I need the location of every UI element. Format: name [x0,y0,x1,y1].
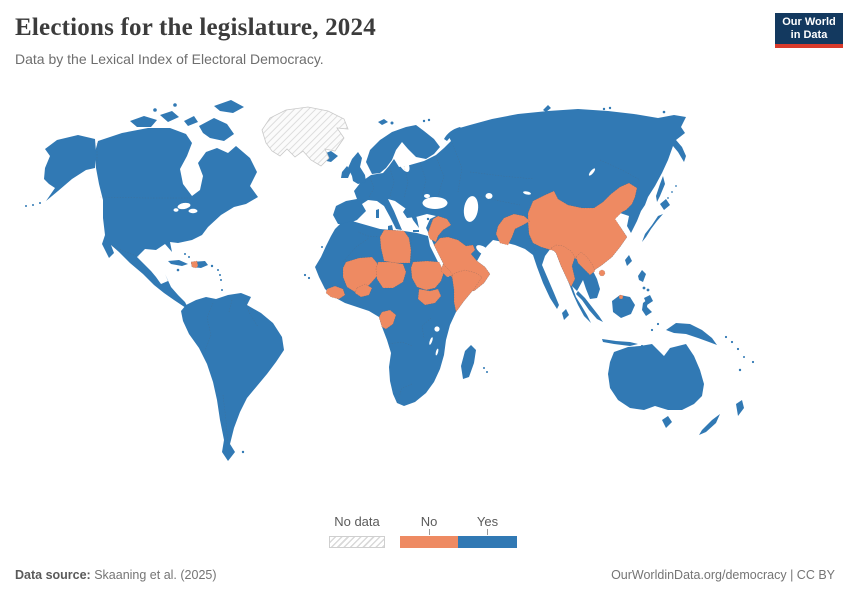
legend-swatch-yes[interactable] [458,536,517,548]
legend-item-no-data[interactable]: No data [329,514,385,548]
landmass-japan[interactable] [642,199,670,242]
country-laos[interactable] [575,251,596,276]
legend-item-no[interactable]: No [400,514,458,548]
landmass-novaya-zemlya[interactable] [444,127,462,141]
country-haiti[interactable] [190,260,199,269]
chart-header: Elections for the legislature, 2024 Data… [15,14,755,67]
landmass-sulawesi[interactable] [642,299,652,316]
country-greenland[interactable] [261,106,349,167]
country-somalia[interactable] [451,269,483,313]
legend-swatch-no[interactable] [400,536,458,548]
landmass-new-zealand[interactable] [699,400,744,435]
data-source-value: Skaaning et al. (2025) [90,568,217,582]
legend-label-no-data: No data [334,514,380,529]
landmass-philippines[interactable] [638,270,653,305]
chart-footer: Data source: Skaaning et al. (2025) OurW… [15,568,835,582]
landmass-australia[interactable] [608,344,704,410]
country-syria-jordan[interactable] [427,215,452,243]
data-source: Data source: Skaaning et al. (2025) [15,568,217,582]
landmass-borneo[interactable] [612,295,635,318]
landmass-ireland[interactable] [341,166,351,178]
landmass-arctic-islands[interactable] [130,100,244,141]
landmass-south-america[interactable] [181,293,284,461]
country-guinea[interactable] [325,285,346,300]
legend-item-yes[interactable]: Yes [458,514,517,548]
choropleth-svg[interactable] [0,88,850,520]
country-eritrea[interactable] [440,263,454,278]
owid-logo-text: Our World in Data [782,15,836,41]
country-borders [96,142,641,445]
country-burkina-faso[interactable] [354,283,373,298]
landmass-uk[interactable] [348,152,366,184]
small-islands [25,103,755,454]
legend-label-no: No [420,514,438,529]
landmass-sakhalin[interactable] [656,176,665,202]
landmass-scandinavia[interactable] [366,125,440,174]
landmass-taiwan[interactable] [625,255,632,266]
country-south-sudan[interactable] [417,288,442,306]
landmass-cuba[interactable] [168,260,188,266]
landmass-new-guinea[interactable] [666,323,717,345]
page-title: Elections for the legislature, 2024 [15,14,376,41]
country-hainan[interactable] [598,269,606,277]
landmass-java[interactable] [602,339,638,346]
legend-label-yes: Yes [476,514,499,529]
landmass-tasmania[interactable] [662,416,672,428]
landmass-sumatra[interactable] [576,291,603,322]
country-gabon[interactable] [378,309,397,330]
landmass-madagascar[interactable] [461,345,476,379]
world-map[interactable] [0,88,850,520]
no-countries [190,182,638,330]
country-afghanistan[interactable] [495,213,531,246]
country-libya[interactable] [379,229,412,264]
data-source-label: Data source: [15,568,91,582]
owid-logo[interactable]: Our World in Data [775,13,843,48]
country-mali[interactable] [342,256,379,293]
page-subtitle: Data by the Lexical Index of Electoral D… [15,51,324,67]
landmass-north-america[interactable] [95,128,258,310]
credit-line[interactable]: OurWorldinData.org/democracy | CC BY [611,568,835,582]
map-legend: No data No Yes [0,514,850,554]
legend-tick [428,529,430,535]
country-myanmar[interactable] [550,244,576,288]
country-niger[interactable] [375,261,407,289]
country-sudan[interactable] [410,260,445,291]
legend-swatch-no-data[interactable] [329,536,385,548]
country-brunei[interactable] [618,294,624,300]
inland-seas [173,152,596,356]
landmass-sri-lanka[interactable] [562,309,569,320]
legend-tick [487,529,488,535]
landmass-alaska[interactable] [44,135,96,201]
